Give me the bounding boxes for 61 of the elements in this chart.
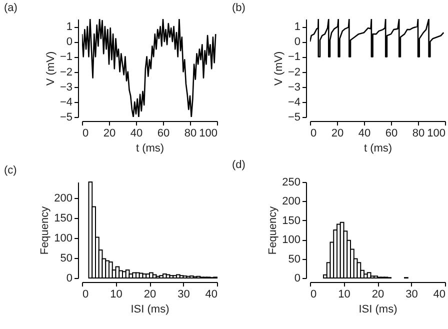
x-tick-label: 80 <box>412 128 425 140</box>
y-tick-label: 0 <box>294 36 300 48</box>
x-tick-label: 0 <box>82 288 89 300</box>
y-tick-label: 50 <box>60 252 72 264</box>
x-tick-label: 80 <box>184 128 197 140</box>
x-tick-label: 20 <box>331 128 344 140</box>
y-tick-label: −4 <box>60 96 72 108</box>
x-tick-label: 20 <box>372 288 384 300</box>
y-tick-label: −2 <box>60 66 72 78</box>
y-tick-label: 0 <box>66 36 72 48</box>
x-tick-label: 0 <box>310 288 317 300</box>
x-tick-label: 40 <box>130 128 143 140</box>
y-tick-label: 200 <box>282 196 300 208</box>
y-tick-label: −1 <box>288 51 300 64</box>
line-series <box>82 19 216 117</box>
x-tick-label: 100 <box>427 128 446 140</box>
x-tick-label: 30 <box>406 288 418 300</box>
line-series <box>310 19 444 58</box>
y-axis-title: Fequency <box>39 206 52 255</box>
x-axis-title: ISI (ms) <box>130 304 170 316</box>
y-tick-label: 1 <box>66 21 72 34</box>
y-tick-label: −2 <box>288 66 300 78</box>
y-axis-title: V (mV) <box>272 51 285 86</box>
x-tick-label: 20 <box>144 288 156 300</box>
chart-title: (c) <box>4 164 17 176</box>
x-tick-label: 20 <box>103 128 116 140</box>
x-tick-label: 40 <box>358 128 371 140</box>
y-tick-label: 250 <box>282 176 300 188</box>
x-tick-label: 60 <box>385 128 398 140</box>
y-tick-label: 0 <box>66 272 72 284</box>
x-tick-label: 10 <box>338 288 350 300</box>
y-axis-title: Fequency <box>267 206 280 255</box>
x-axis-title: ISI (ms) <box>358 304 398 316</box>
x-tick-label: 10 <box>110 288 122 300</box>
x-tick-label: 100 <box>199 128 218 140</box>
y-tick-label: −3 <box>60 81 72 94</box>
x-tick-label: 40 <box>433 288 446 300</box>
y-tick-label: 50 <box>288 253 300 266</box>
chart-title: (d) <box>232 159 246 171</box>
y-tick-label: 100 <box>282 234 300 246</box>
chart-title: (b) <box>232 2 246 14</box>
y-tick-label: −1 <box>60 51 72 64</box>
y-tick-label: −3 <box>288 81 300 94</box>
y-tick-label: −5 <box>288 112 300 124</box>
x-tick-label: 0 <box>82 128 89 140</box>
y-tick-label: 200 <box>54 192 72 204</box>
y-tick-label: 1 <box>294 21 300 34</box>
y-tick-label: 150 <box>282 214 300 227</box>
y-tick-label: 0 <box>294 272 300 284</box>
y-tick-label: −4 <box>288 96 300 108</box>
y-axis-title: V (mV) <box>44 51 57 86</box>
x-tick-label: 0 <box>310 128 317 140</box>
y-tick-label: 100 <box>54 232 72 244</box>
x-tick-label: 40 <box>205 288 218 300</box>
y-tick-label: −5 <box>60 112 72 124</box>
x-axis-title: t (ms) <box>364 142 392 154</box>
x-tick-label: 30 <box>178 288 190 300</box>
x-axis-title: t (ms) <box>136 142 164 154</box>
chart-title: (a) <box>4 2 18 14</box>
y-tick-label: 150 <box>54 212 72 224</box>
x-tick-label: 60 <box>157 128 170 140</box>
